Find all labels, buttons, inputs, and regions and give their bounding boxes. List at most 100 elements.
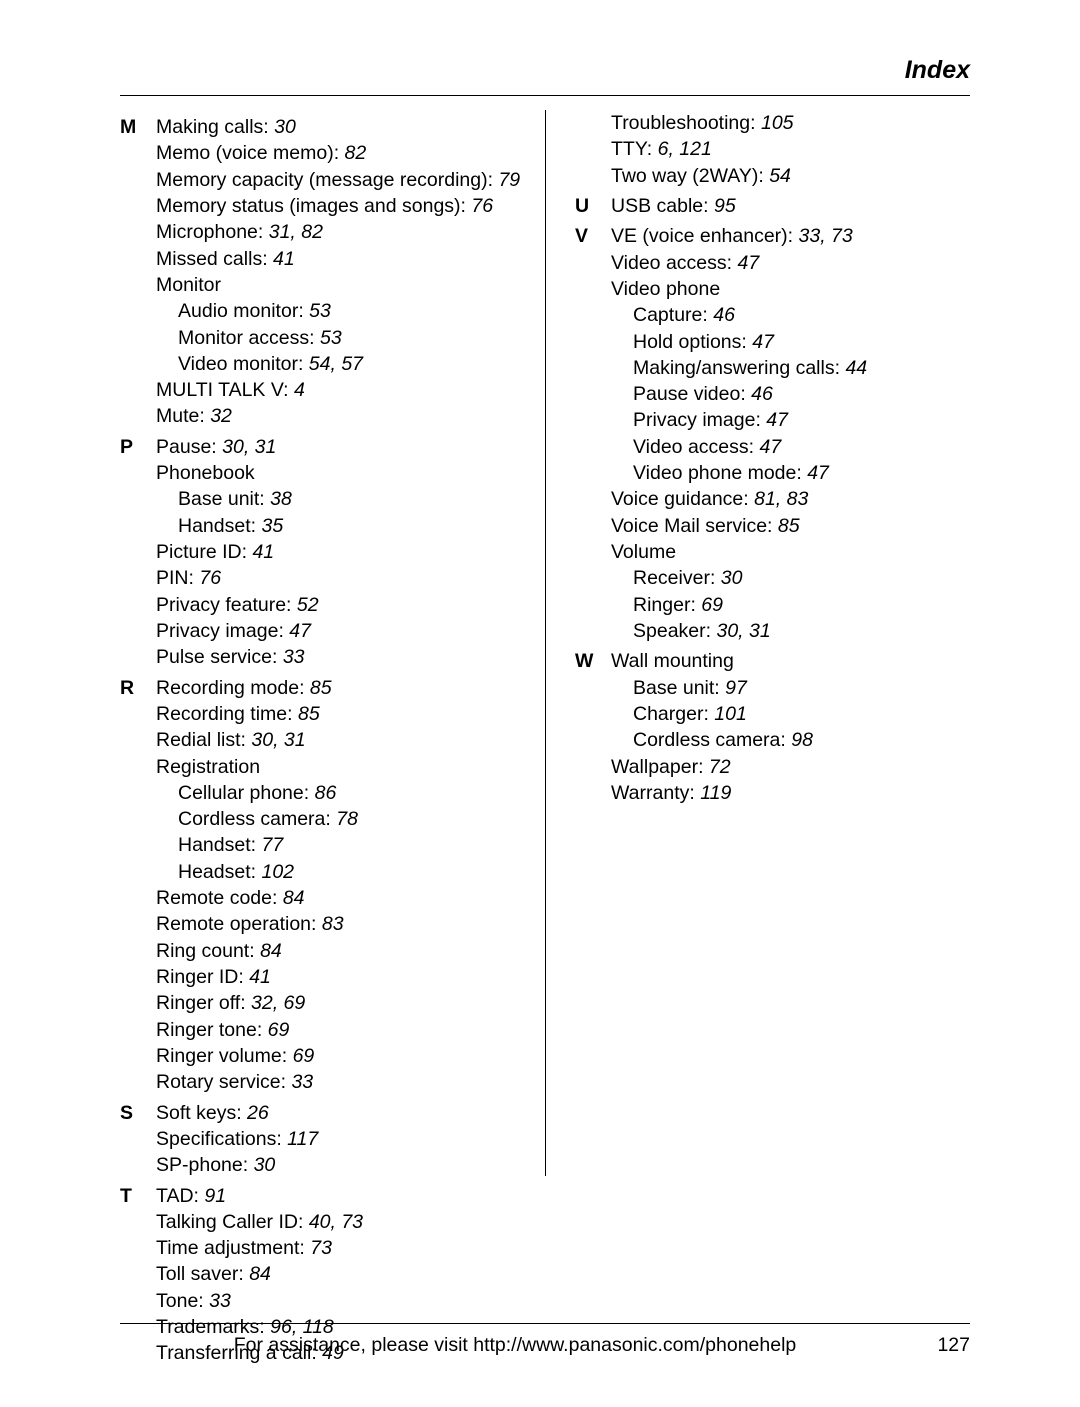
entry-term: Wallpaper: (611, 756, 709, 778)
index-entry: Pulse service: 33 (156, 644, 525, 670)
entry-pages: 91 (204, 1185, 226, 1207)
entry-pages: 95 (714, 195, 736, 217)
index-entry: Time adjustment: 73 (156, 1235, 525, 1261)
entry-term: Video access: (611, 252, 737, 274)
index-entry: Cordless camera: 98 (611, 727, 970, 753)
entry-pages: 85 (778, 515, 800, 537)
entry-term: Ring count: (156, 940, 260, 962)
entry-term: SP-phone: (156, 1154, 254, 1176)
section-letter: P (120, 434, 156, 671)
index-entry: Monitor (156, 272, 525, 298)
entry-pages: 30, 31 (222, 436, 276, 458)
entry-pages: 84 (249, 1263, 271, 1285)
entry-pages: 73 (310, 1237, 332, 1259)
entry-term: Monitor access: (178, 327, 320, 349)
entry-term: Volume (611, 541, 676, 563)
entry-pages: 41 (273, 248, 295, 270)
entry-pages: 105 (761, 112, 794, 134)
entry-term: Pulse service: (156, 646, 283, 668)
index-entry: Two way (2WAY): 54 (611, 163, 970, 189)
index-entry: Hold options: 47 (611, 329, 970, 355)
right-column: Troubleshooting: 105TTY: 6, 121Two way (… (545, 110, 970, 1367)
entry-pages: 30, 31 (716, 620, 770, 642)
entry-pages: 83 (322, 913, 344, 935)
entry-term: Tone: (156, 1290, 209, 1312)
index-entry: Wall mounting (611, 648, 970, 674)
entry-pages: 54, 57 (309, 353, 363, 375)
section-entries: VE (voice enhancer): 33, 73 Video access:… (611, 223, 970, 644)
entry-pages: 78 (336, 808, 358, 830)
index-entry: Troubleshooting: 105 (611, 110, 970, 136)
entry-term: USB cable: (611, 195, 714, 217)
entry-term: Ringer: (633, 594, 701, 616)
entry-term: Ringer tone: (156, 1019, 268, 1041)
entry-term: Video phone mode: (633, 462, 807, 484)
entry-pages: 47 (752, 331, 774, 353)
entry-term: Cordless camera: (633, 729, 791, 751)
entry-pages: 26 (247, 1102, 269, 1124)
index-entry: Video phone mode: 47 (611, 460, 970, 486)
section-letter: V (575, 223, 611, 644)
index-entry: Tone: 33 (156, 1288, 525, 1314)
entry-pages: 53 (309, 300, 331, 322)
entry-term: Remote code: (156, 887, 283, 909)
entry-term: Redial list: (156, 729, 251, 751)
index-entry: Memo (voice memo): 82 (156, 140, 525, 166)
entry-pages: 30 (721, 567, 743, 589)
entry-term: VE (voice enhancer): (611, 225, 799, 247)
index-entry: Missed calls: 41 (156, 246, 525, 272)
entry-pages: 4 (294, 379, 305, 401)
entry-term: Base unit: (178, 488, 270, 510)
index-section: MMaking calls: 30Memo (voice memo): 82Me… (120, 114, 525, 430)
entry-term: Handset: (178, 515, 261, 537)
entry-term: Ringer off: (156, 992, 251, 1014)
entry-pages: 33, 73 (799, 225, 853, 247)
entry-term: Remote operation: (156, 913, 322, 935)
entry-term: Memo (voice memo): (156, 142, 345, 164)
entry-pages: 40, 73 (309, 1211, 363, 1233)
entry-term: Ringer ID: (156, 966, 249, 988)
entry-pages: 84 (260, 940, 282, 962)
entry-term: Mute: (156, 405, 210, 427)
index-entry: Rotary service: 33 (156, 1069, 525, 1095)
index-entry: TTY: 6, 121 (611, 136, 970, 162)
entry-pages: 35 (261, 515, 283, 537)
entry-term: TAD: (156, 1185, 204, 1207)
entry-pages: 46 (713, 304, 735, 326)
entry-term: Audio monitor: (178, 300, 309, 322)
entry-pages: 69 (293, 1045, 315, 1067)
entry-term: Two way (2WAY): (611, 165, 769, 187)
index-entry: Microphone: 31, 82 (156, 219, 525, 245)
entry-term: Pause: (156, 436, 222, 458)
index-entry: Volume (611, 539, 970, 565)
entry-pages: 30 (254, 1154, 276, 1176)
entry-pages: 47 (289, 620, 311, 642)
entry-term: Time adjustment: (156, 1237, 310, 1259)
entry-pages: 98 (791, 729, 813, 751)
index-entry: Recording time: 85 (156, 701, 525, 727)
entry-term: Handset: (178, 834, 261, 856)
index-entry: Making calls: 30 (156, 114, 525, 140)
index-entry: MULTI TALK V: 4 (156, 377, 525, 403)
entry-term: Hold options: (633, 331, 752, 353)
entry-term: Base unit: (633, 677, 725, 699)
index-entry: Recording mode: 85 (156, 675, 525, 701)
section-entries: Making calls: 30Memo (voice memo): 82Mem… (156, 114, 525, 430)
entry-term: Video phone (611, 278, 720, 300)
index-section: SSoft keys: 26Specifications: 117SP-phon… (120, 1100, 525, 1179)
entry-pages: 44 (845, 357, 867, 379)
entry-term: Picture ID: (156, 541, 252, 563)
entry-term: Registration (156, 756, 260, 778)
entry-pages: 33 (209, 1290, 231, 1312)
entry-term: PIN: (156, 567, 199, 589)
entry-pages: 53 (320, 327, 342, 349)
section-letter: R (120, 675, 156, 1096)
entry-pages: 47 (759, 436, 781, 458)
entry-term: Capture: (633, 304, 713, 326)
section-entries: Recording mode: 85Recording time: 85Redi… (156, 675, 525, 1096)
index-page: Index MMaking calls: 30Memo (voice memo)… (0, 0, 1080, 1407)
section-entries: USB cable: 95 (611, 193, 970, 219)
entry-term: Video access: (633, 436, 759, 458)
entry-term: Charger: (633, 703, 714, 725)
index-entry: Handset: 35 (156, 513, 525, 539)
